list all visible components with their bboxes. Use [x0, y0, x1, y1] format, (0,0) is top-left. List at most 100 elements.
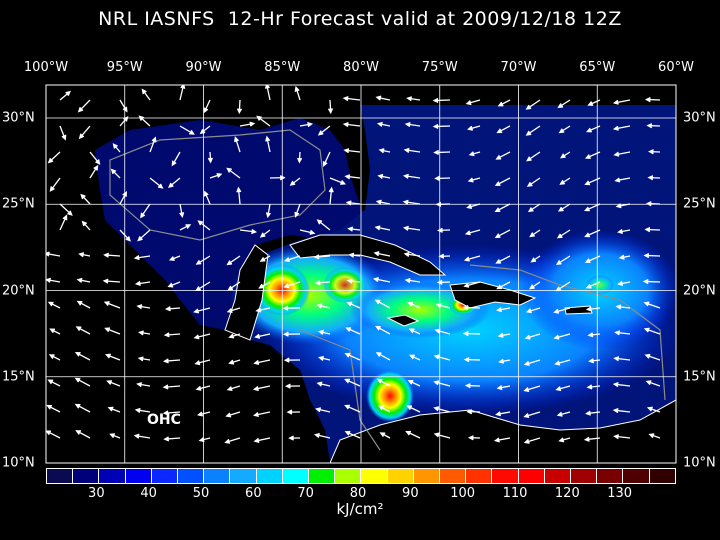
current-arrow: [434, 175, 451, 181]
current-arrow: [402, 199, 421, 205]
current-arrow: [234, 136, 241, 153]
current-arrow: [46, 251, 61, 257]
current-arrow: [612, 125, 631, 131]
current-arrow: [59, 203, 73, 216]
current-arrow: [112, 143, 121, 153]
current-arrow: [195, 385, 211, 391]
current-arrow: [614, 330, 631, 336]
current-arrow: [327, 99, 334, 115]
current-arrow: [586, 125, 601, 133]
current-arrow: [494, 203, 511, 213]
current-arrow: [495, 411, 511, 417]
current-arrow: [437, 227, 451, 233]
jamaica: [386, 314, 420, 327]
current-arrow: [498, 358, 511, 364]
current-arrow: [344, 352, 361, 361]
current-arrow: [403, 147, 421, 153]
current-arrow: [141, 88, 151, 101]
colorbar-tick-label: 60: [245, 486, 262, 501]
current-arrow: [193, 307, 211, 314]
current-arrow: [239, 121, 256, 127]
colorbar-tick-label: 80: [349, 486, 367, 501]
current-arrow: [346, 301, 361, 309]
colorbar-swatch: [571, 469, 597, 483]
current-arrow: [524, 333, 541, 340]
current-arrow: [138, 115, 151, 127]
current-arrow: [376, 121, 391, 127]
current-arrow: [494, 177, 511, 186]
colorbar-tick-label: 90: [402, 486, 419, 501]
current-arrow: [375, 199, 391, 205]
current-arrow: [345, 200, 361, 206]
ohc-patch: [586, 275, 614, 295]
colorbar-tick-label: 120: [554, 486, 580, 501]
current-arrow: [283, 255, 301, 263]
current-arrow: [402, 173, 421, 179]
current-arrow: [282, 305, 301, 311]
current-arrow: [497, 99, 511, 107]
current-arrow: [163, 436, 181, 442]
current-arrow: [133, 433, 151, 439]
current-arrow: [47, 151, 61, 164]
current-arrow: [646, 406, 661, 413]
current-arrow: [464, 229, 481, 236]
current-arrow: [254, 333, 271, 339]
current-arrow: [643, 301, 661, 309]
current-arrow: [253, 359, 271, 365]
current-arrow: [378, 148, 391, 154]
current-arrow: [179, 125, 195, 135]
current-arrow: [109, 433, 121, 439]
colorbar-swatch: [125, 469, 151, 483]
current-arrow: [404, 121, 421, 128]
current-arrow: [106, 380, 121, 387]
current-arrow: [134, 280, 151, 286]
current-arrow: [379, 432, 391, 439]
current-arrow: [344, 404, 361, 413]
latitude-label: 20°N: [683, 283, 716, 298]
current-arrow: [80, 193, 91, 205]
current-arrow: [645, 380, 661, 387]
current-arrow: [374, 225, 391, 231]
current-arrow: [344, 430, 361, 439]
current-arrow: [289, 177, 301, 186]
central-america: [46, 340, 330, 463]
current-arrow: [402, 225, 421, 231]
current-arrow: [179, 224, 192, 231]
current-arrow: [203, 190, 211, 205]
current-arrow: [47, 301, 61, 309]
current-arrow: [136, 304, 151, 310]
current-arrow: [406, 96, 421, 102]
colorbar-swatch: [204, 469, 230, 483]
latitude-label: 30°N: [683, 110, 716, 126]
current-arrow: [407, 379, 421, 387]
current-arrow: [407, 301, 421, 309]
current-arrow: [47, 379, 61, 387]
current-arrow: [259, 229, 271, 238]
current-arrow: [74, 403, 91, 413]
current-arrow: [553, 307, 571, 314]
current-arrow: [494, 229, 511, 238]
current-arrow: [77, 99, 91, 113]
longitude-label: 60°W: [658, 60, 694, 75]
map-frame: [45, 84, 677, 464]
current-arrow: [553, 333, 571, 340]
current-arrow: [646, 123, 661, 129]
current-arrow: [89, 151, 101, 165]
colorbar-swatch: [309, 469, 335, 483]
field-label: OHC: [147, 412, 181, 428]
current-arrow: [162, 410, 181, 416]
current-arrow: [435, 201, 451, 207]
current-arrow: [197, 220, 211, 231]
current-arrow: [467, 125, 481, 131]
current-arrow: [346, 278, 361, 284]
current-arrow: [46, 277, 61, 283]
current-arrow: [48, 354, 61, 361]
colorbar-tick-label: 70: [297, 486, 314, 501]
current-arrow: [74, 377, 91, 387]
current-arrow: [283, 281, 301, 289]
current-arrow: [496, 384, 511, 391]
current-arrow: [258, 281, 271, 289]
current-arrow: [617, 280, 631, 287]
latitude-label: 25°N: [683, 196, 716, 212]
current-arrow: [228, 359, 241, 365]
